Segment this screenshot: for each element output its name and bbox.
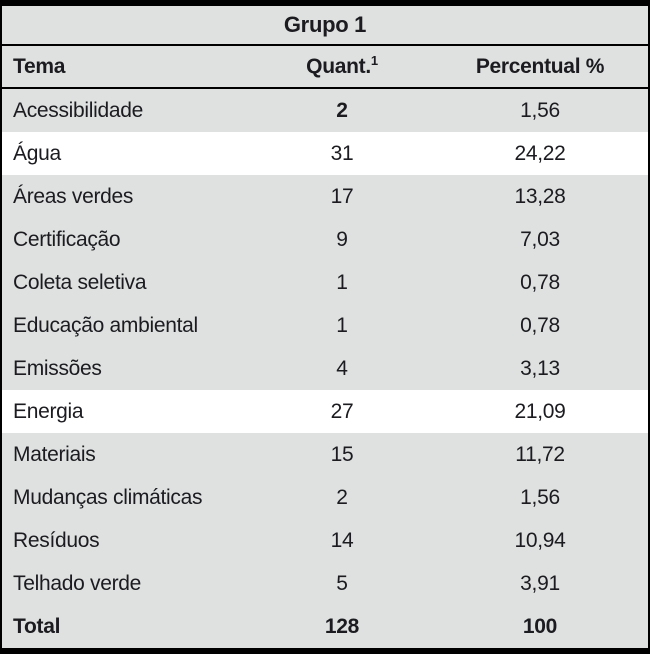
tema-cell: Telhado verde	[13, 571, 142, 595]
quant-cell: 128	[324, 614, 360, 638]
quant-cell: 27	[330, 399, 354, 423]
quant-cell: 2	[336, 98, 348, 122]
tema-cell: Certificação	[13, 227, 121, 251]
quant-cell: 2	[336, 485, 348, 509]
table-row: Educação ambiental 1 0,78	[2, 304, 648, 347]
quant-cell: 31	[330, 141, 354, 165]
col-header-quant-label: Quant.	[306, 54, 371, 78]
quant-cell: 14	[330, 528, 354, 552]
horizontal-divider	[2, 44, 648, 46]
percentual-cell: 1,56	[520, 485, 560, 509]
table-row: Água 31 24,22	[2, 132, 648, 175]
table-row: Energia 27 21,09	[2, 390, 648, 433]
tema-cell: Água	[13, 141, 61, 165]
percentual-cell: 3,91	[520, 571, 560, 595]
table-row: Emissões 4 3,13	[2, 347, 648, 390]
percentual-cell: 0,78	[520, 313, 560, 337]
percentual-cell: 3,13	[520, 356, 560, 380]
percentual-cell: 21,09	[514, 399, 566, 423]
percentual-cell: 24,22	[514, 141, 566, 165]
table-row: Telhado verde 5 3,91	[2, 562, 648, 605]
percentual-cell: 10,94	[514, 528, 566, 552]
tema-cell: Educação ambiental	[13, 313, 198, 337]
tema-cell: Áreas verdes	[13, 184, 134, 208]
percentual-cell: 1,56	[520, 98, 560, 122]
quant-cell: 9	[336, 227, 348, 251]
group-title: Grupo 1	[283, 12, 367, 37]
footnote-marker: 1	[370, 52, 378, 68]
tema-cell: Coleta seletiva	[13, 270, 147, 294]
quant-cell: 15	[330, 442, 354, 466]
percentual-cell: 0,78	[520, 270, 560, 294]
tema-cell: Total	[13, 614, 61, 638]
col-header-tema: Tema	[13, 54, 66, 78]
table-row: Materiais 15 11,72	[2, 433, 648, 476]
table-row: Mudanças climáticas 2 1,56	[2, 476, 648, 519]
tema-cell: Energia	[13, 399, 84, 423]
percentual-cell: 100	[522, 614, 558, 638]
quant-cell: 1	[336, 313, 348, 337]
percentual-cell: 7,03	[520, 227, 560, 251]
col-header-quant: Quant.1	[252, 52, 432, 79]
col-header-percentual: Percentual %	[475, 54, 605, 78]
tema-cell: Resíduos	[13, 528, 100, 552]
table-row: Áreas verdes 17 13,28	[2, 175, 648, 218]
percentual-cell: 13,28	[514, 184, 566, 208]
table-row: Certificação 9 7,03	[2, 218, 648, 261]
table-row: Acessibilidade 2 1,56	[2, 89, 648, 132]
tema-cell: Materiais	[13, 442, 96, 466]
tema-cell: Emissões	[13, 356, 102, 380]
table-row: Coleta seletiva 1 0,78	[2, 261, 648, 304]
quant-cell: 17	[330, 184, 354, 208]
table-group-header: Grupo 1	[2, 6, 648, 44]
quant-cell: 1	[336, 270, 348, 294]
tema-cell: Mudanças climáticas	[13, 485, 203, 509]
quant-cell: 5	[336, 571, 348, 595]
table-row: Resíduos 14 10,94	[2, 519, 648, 562]
tema-cell: Acessibilidade	[13, 98, 144, 122]
table-row: Total 128 100	[2, 605, 648, 648]
horizontal-divider	[2, 87, 648, 89]
table-body: Acessibilidade 2 1,56 Água 31 24,22 Áreas verd…	[2, 89, 648, 648]
percentual-cell: 11,72	[515, 442, 565, 466]
quant-cell: 4	[336, 356, 348, 380]
table-column-headers: Tema Quant.1 Percentual %	[2, 46, 648, 87]
